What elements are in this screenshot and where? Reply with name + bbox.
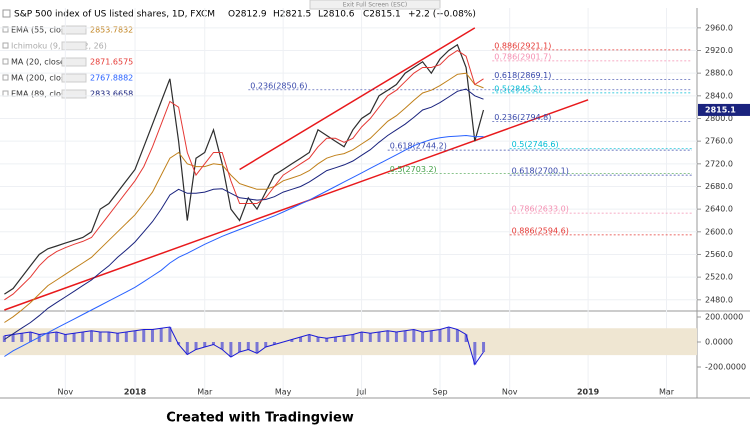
legend-value: 2871.6575 — [90, 58, 133, 67]
y-tick-label: -200.0000 — [705, 363, 746, 372]
fib-label: 0.5(2746.6) — [512, 140, 559, 149]
ma-line — [4, 88, 484, 340]
x-tick-label: Nov — [58, 388, 74, 397]
ohlc-value: O2812.9 — [228, 10, 267, 20]
legend-icon — [2, 9, 11, 18]
fib-label: 0.786(2901.7) — [494, 52, 551, 61]
legend-value: 2853.7832 — [90, 26, 133, 35]
fib-label: 0.886(2594.6) — [512, 226, 569, 235]
y-tick-label: 2840.0 — [705, 91, 733, 100]
y-tick-label: 2680.0 — [705, 182, 733, 191]
ohlc-value: H2821.5 — [273, 10, 311, 20]
x-tick-label: May — [275, 388, 292, 397]
exit-label[interactable]: Exit Full Screen (ESC) — [343, 2, 407, 9]
y-tick-label: 2480.0 — [705, 295, 733, 304]
last-price-box — [698, 103, 750, 116]
y-tick-label: 2880.0 — [705, 69, 733, 78]
fib-label: 0.886(2921.1) — [494, 41, 551, 50]
x-tick-label: 2019 — [577, 388, 600, 397]
ohlc-value: C2815.1 — [363, 10, 401, 20]
legend-entry: Ichimoku (9, 26, 52, 26) — [11, 42, 107, 51]
legend-entry: MA (20, close) — [11, 58, 68, 67]
ohlc-value: +2.2 (+0.08%) — [408, 10, 476, 20]
last-price-label: 2815.1 — [705, 105, 736, 114]
price-line — [4, 43, 485, 295]
x-tick-label: Nov — [502, 388, 518, 397]
y-tick-label: 2600.0 — [705, 227, 733, 236]
x-tick-label: Sep — [432, 388, 447, 397]
legend-buttons — [61, 73, 87, 83]
fib-label: 0.5(2703.2) — [390, 165, 437, 174]
y-tick-label: 2640.0 — [705, 205, 733, 214]
indicator-line — [4, 326, 484, 366]
x-tick-label: 2018 — [124, 388, 147, 397]
legend-value: 2767.8882 — [90, 74, 133, 83]
ma-line — [4, 72, 484, 323]
legend-buttons — [61, 57, 87, 67]
fib-label: 0.618(2744.2) — [390, 142, 447, 151]
y-tick-label: 2920.0 — [705, 46, 733, 55]
fib-label: 0.786(2633.0) — [512, 205, 569, 214]
y-tick-label: 2960.0 — [705, 23, 733, 32]
legend-icon — [2, 26, 9, 33]
legend-entry: MA (200, close) — [11, 74, 73, 83]
legend-title: S&P 500 index of US listed shares, 1D, F… — [14, 10, 215, 20]
fib-label: 0.236(2850.6) — [250, 81, 307, 90]
trendline — [239, 27, 476, 171]
fib-label: 0.236(2794.8) — [494, 113, 551, 122]
trendline — [4, 99, 589, 311]
exit-button[interactable] — [309, 0, 441, 10]
legend: S&P 500 index of US listed shares, 1D, F… — [2, 9, 476, 99]
y-tick-label: 2760.0 — [705, 137, 733, 146]
legend-buttons — [61, 89, 87, 99]
y-tick-label: 2800.0 — [705, 114, 733, 123]
x-tick-label: Mar — [659, 388, 675, 397]
legend-buttons — [61, 25, 87, 35]
legend-icon — [2, 74, 9, 81]
legend-entry: EMA (89, close) — [11, 90, 73, 99]
y-tick-label: 2520.0 — [705, 273, 733, 282]
legend-entry: EMA (55, close) — [11, 26, 73, 35]
y-tick-label: 2560.0 — [705, 250, 733, 259]
legend-icon — [2, 58, 9, 65]
fib-label: 0.5(2845.2) — [494, 84, 541, 93]
legend-icon — [2, 42, 9, 49]
legend-value: 2833.6658 — [90, 90, 133, 99]
y-tick-label: 2720.0 — [705, 159, 733, 168]
ohlc-value: L2810.6 — [318, 10, 355, 20]
y-tick-label: 0.0000 — [705, 338, 733, 347]
fib-label: 0.618(2700.1) — [512, 167, 569, 176]
footer: Created with Tradingview — [166, 411, 354, 426]
y-tick-label: 200.0000 — [705, 313, 743, 322]
fib-label: 0.618(2869.1) — [494, 71, 551, 80]
x-tick-label: Jul — [356, 388, 367, 397]
ma-line — [4, 134, 484, 357]
x-tick-label: Mar — [197, 388, 213, 397]
ma-line — [4, 49, 484, 301]
